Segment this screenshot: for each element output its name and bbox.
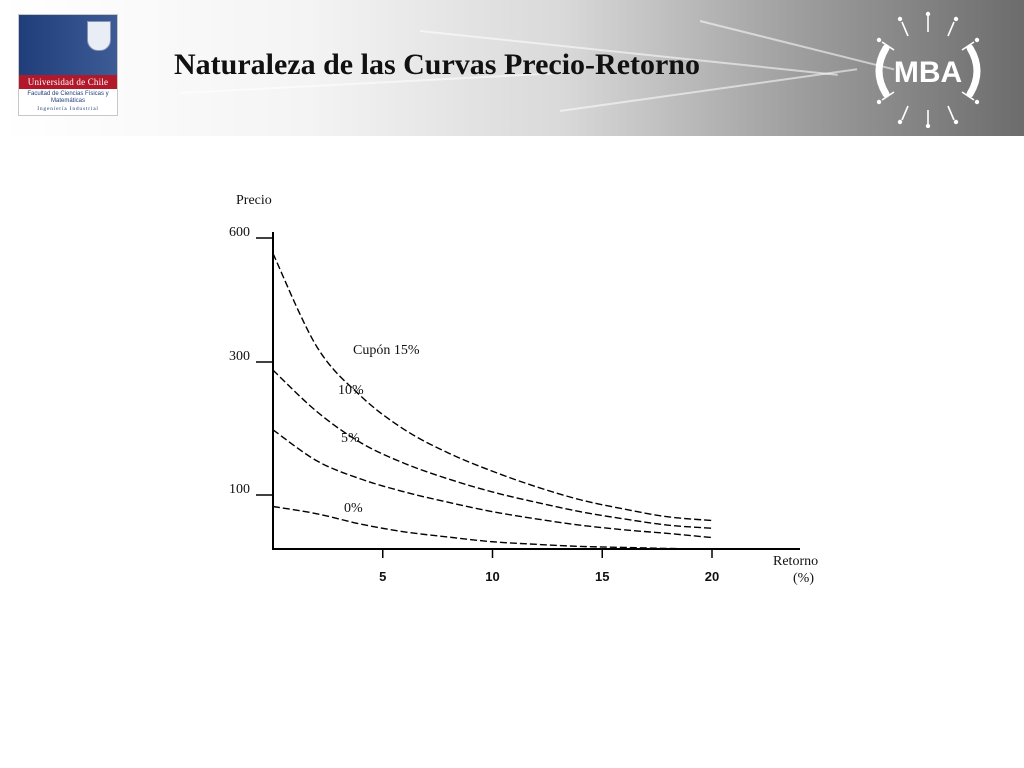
page-title: Naturaleza de las Curvas Precio-Retorno bbox=[174, 48, 700, 81]
series-line-2 bbox=[272, 369, 713, 529]
y-tick-label: 300 bbox=[229, 349, 250, 364]
slide-header: Universidad de Chile Facultad de Ciencia… bbox=[0, 0, 1024, 136]
x-axis-unit: (%) bbox=[793, 571, 814, 586]
series-label-cupon-15: Cupón 15% bbox=[353, 343, 420, 358]
series-label-0: 0% bbox=[344, 501, 363, 516]
school-text: Ingeniería Industrial bbox=[37, 106, 99, 112]
x-tick-label: 20 bbox=[705, 569, 719, 584]
series-label-5: 5% bbox=[341, 431, 360, 446]
x-tick-label: 10 bbox=[485, 569, 499, 584]
y-tick-label: 100 bbox=[229, 482, 250, 497]
y-axis-title: Precio bbox=[236, 193, 272, 208]
mba-logo-text: MBA bbox=[894, 56, 962, 89]
university-banner-text: Universidad de Chile bbox=[19, 75, 117, 89]
faculty-text: Facultad de Ciencias Físicas y Matemátic… bbox=[27, 91, 109, 104]
series-line-3 bbox=[272, 429, 713, 539]
y-tick-label: 600 bbox=[229, 225, 250, 240]
series-line-1 bbox=[272, 253, 713, 522]
series-label-10: 10% bbox=[338, 383, 364, 398]
university-crest-icon bbox=[19, 15, 117, 75]
series-line-4 bbox=[272, 505, 713, 550]
x-tick-label: 5 bbox=[379, 569, 386, 584]
university-logo: Universidad de Chile Facultad de Ciencia… bbox=[18, 14, 118, 116]
x-axis-title: Retorno bbox=[773, 554, 818, 569]
price-yield-chart: Precio Retorno (%) 5 10 15 20 600 300 100 Cup… bbox=[229, 193, 818, 586]
x-tick-label: 15 bbox=[595, 569, 609, 584]
mba-logo: MBA bbox=[875, 11, 981, 128]
